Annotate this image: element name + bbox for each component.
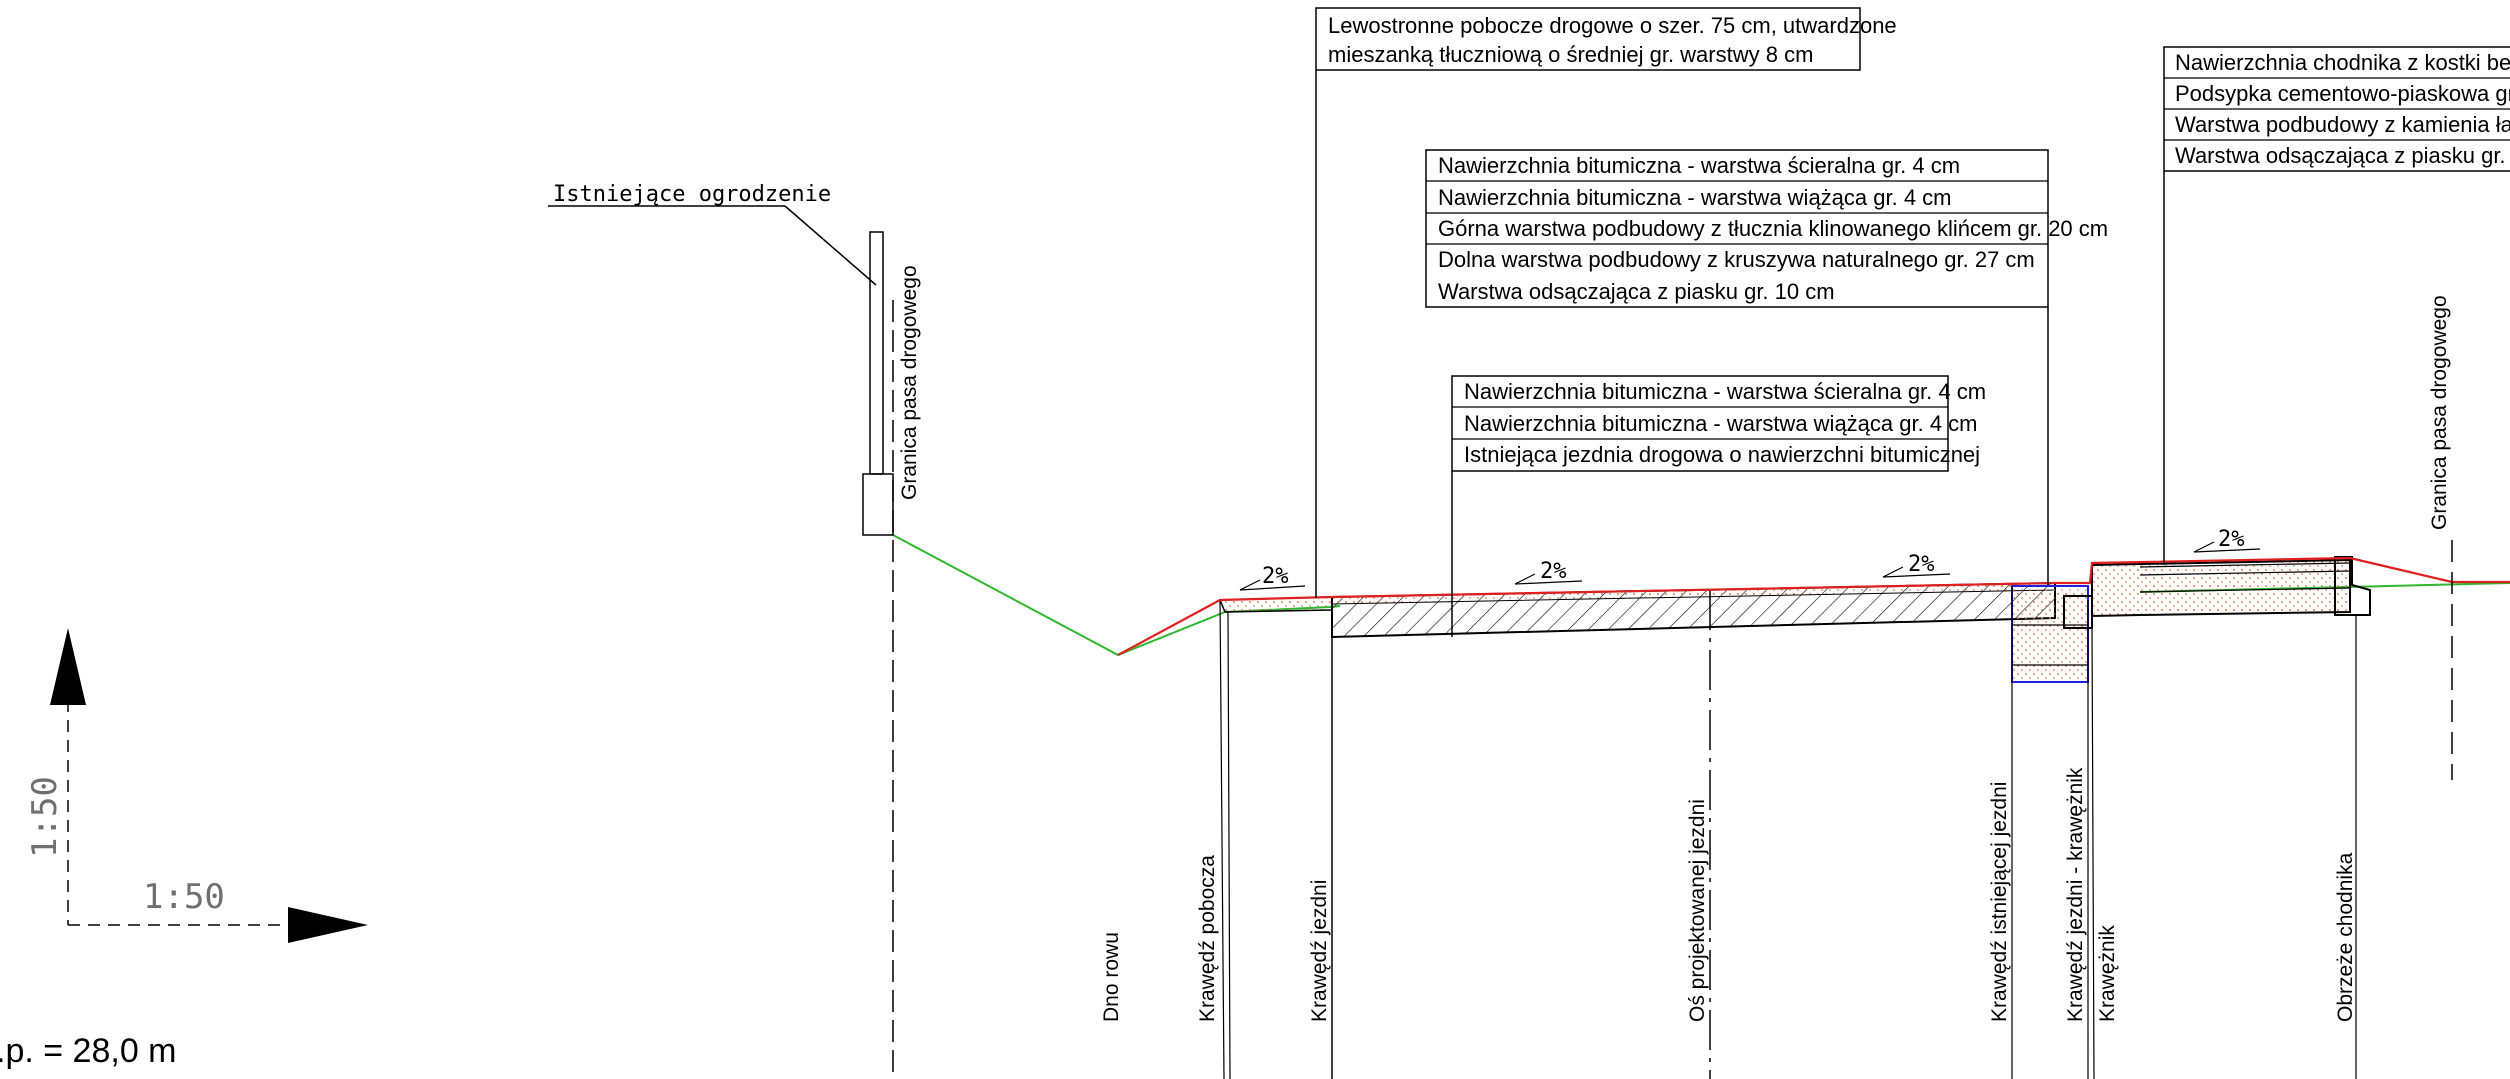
scale-arrow-right-icon bbox=[288, 907, 368, 943]
curb-line bbox=[2091, 627, 2095, 1079]
slope-label-sidewalk: 2% bbox=[2218, 527, 2245, 552]
shoulder-callout-line-1: Lewostronne pobocze drogowe o szer. 75 c… bbox=[1328, 13, 1897, 38]
fence-callout: Istniejące ogrodzenie bbox=[553, 182, 831, 207]
sidewalk-layers bbox=[2091, 558, 2351, 618]
existing-terrain-line bbox=[892, 534, 1341, 657]
new-roadway-layer-2: Nawierzchnia bitumiczna - warstwa wiążąc… bbox=[1438, 185, 1952, 210]
existing-roadway-layer-2: Nawierzchnia bitumiczna - warstwa wiążąc… bbox=[1464, 411, 1978, 436]
new-roadway-layer-5: Warstwa odsączająca z piasku gr. 10 cm bbox=[1438, 279, 1835, 304]
sidewalk-layer-line-3 bbox=[2139, 587, 2351, 593]
fence-leader-diagonal bbox=[784, 205, 877, 286]
slope-marker-road-right: 2% bbox=[1882, 552, 1951, 578]
existing-roadway-layer-1: Nawierzchnia bitumiczna - warstwa ściera… bbox=[1464, 379, 1986, 404]
slope-marker-sidewalk: 2% bbox=[2193, 527, 2261, 553]
sidewalk-layer-3: Warstwa podbudowy z kamienia łamar bbox=[2175, 112, 2510, 137]
existing-roadway-layer-3: Istniejąca jezdnia drogowa o nawierzchni… bbox=[1464, 442, 1980, 467]
label-sidewalk-edge: Obrzeże chodnika bbox=[2334, 852, 2357, 1022]
sidewalk-layer-line-1 bbox=[2139, 562, 2351, 568]
sidewalk-callout: Nawierzchnia chodnika z kostki betono Po… bbox=[2163, 46, 2510, 565]
label-row-boundary-right: Granica pasa drogowego bbox=[2428, 295, 2451, 530]
sidewalk-layer-line-2 bbox=[2139, 570, 2351, 576]
shoulder-callout: Lewostronne pobocze drogowe o szer. 75 c… bbox=[1315, 7, 1897, 598]
label-existing-edge: Krawędź istniejącej jezdni bbox=[1988, 782, 2011, 1022]
slope-label-shoulder: 2% bbox=[1262, 564, 1289, 589]
label-road-edge: Krawędź jezdni bbox=[1308, 880, 1331, 1022]
scale-indicator: 1:50 1:50 bbox=[25, 628, 368, 943]
existing-fence bbox=[862, 231, 894, 536]
slope-label-road-right: 2% bbox=[1908, 552, 1935, 577]
shoulder-edge-line-2 bbox=[1227, 611, 1231, 1079]
new-roadway-layer-4: Dolna warstwa podbudowy z kruszywa natur… bbox=[1438, 247, 2035, 272]
datum-label: .p. = 28,0 m bbox=[0, 1032, 177, 1070]
label-ditch-bottom: Dno rowu bbox=[1100, 932, 1123, 1022]
vertical-scale-label: 1:50 bbox=[25, 776, 65, 858]
label-shoulder-edge: Krawędź pobocza bbox=[1196, 855, 1219, 1022]
label-curb: Krawężnik bbox=[2096, 925, 2119, 1022]
sidewalk-edging bbox=[2334, 556, 2371, 616]
curb-foundation bbox=[2011, 585, 2089, 683]
sidewalk-layer-2: Podsypka cementowo-piaskowa gr. 5 c bbox=[2175, 81, 2510, 106]
sidewalk-layer-1: Nawierzchnia chodnika z kostki betono bbox=[2175, 50, 2510, 75]
scale-arrow-up-icon bbox=[50, 628, 86, 705]
new-roadway-layer-1: Nawierzchnia bitumiczna - warstwa ściera… bbox=[1438, 153, 1960, 178]
design-surface-line bbox=[1117, 556, 2510, 656]
existing-roadway-callout: Nawierzchnia bitumiczna - warstwa ściera… bbox=[1451, 375, 1986, 596]
shoulder-edge-line bbox=[1219, 599, 1225, 1079]
slope-marker-shoulder: 2% bbox=[1239, 564, 1306, 591]
sidewalk-layer-4: Warstwa odsączająca z piasku gr. 10 c bbox=[2175, 143, 2510, 168]
label-road-axis: Oś projektowanej jezdni bbox=[1686, 799, 1709, 1022]
new-roadway-callout: Nawierzchnia bitumiczna - warstwa ściera… bbox=[1425, 149, 2108, 585]
horizontal-scale-label: 1:50 bbox=[143, 877, 225, 917]
label-row-boundary-left: Granica pasa drogowego bbox=[898, 265, 921, 500]
new-roadway-layer-3: Górna warstwa podbudowy z tłucznia klino… bbox=[1438, 216, 2108, 241]
slope-marker-road-left: 2% bbox=[1514, 559, 1583, 585]
slope-label-road-left: 2% bbox=[1540, 559, 1567, 584]
shoulder-callout-line-2: mieszanką tłuczniową o średniej gr. wars… bbox=[1328, 42, 1813, 67]
label-curb-edge: Krawędź jezdni - krawężnik bbox=[2064, 767, 2087, 1022]
